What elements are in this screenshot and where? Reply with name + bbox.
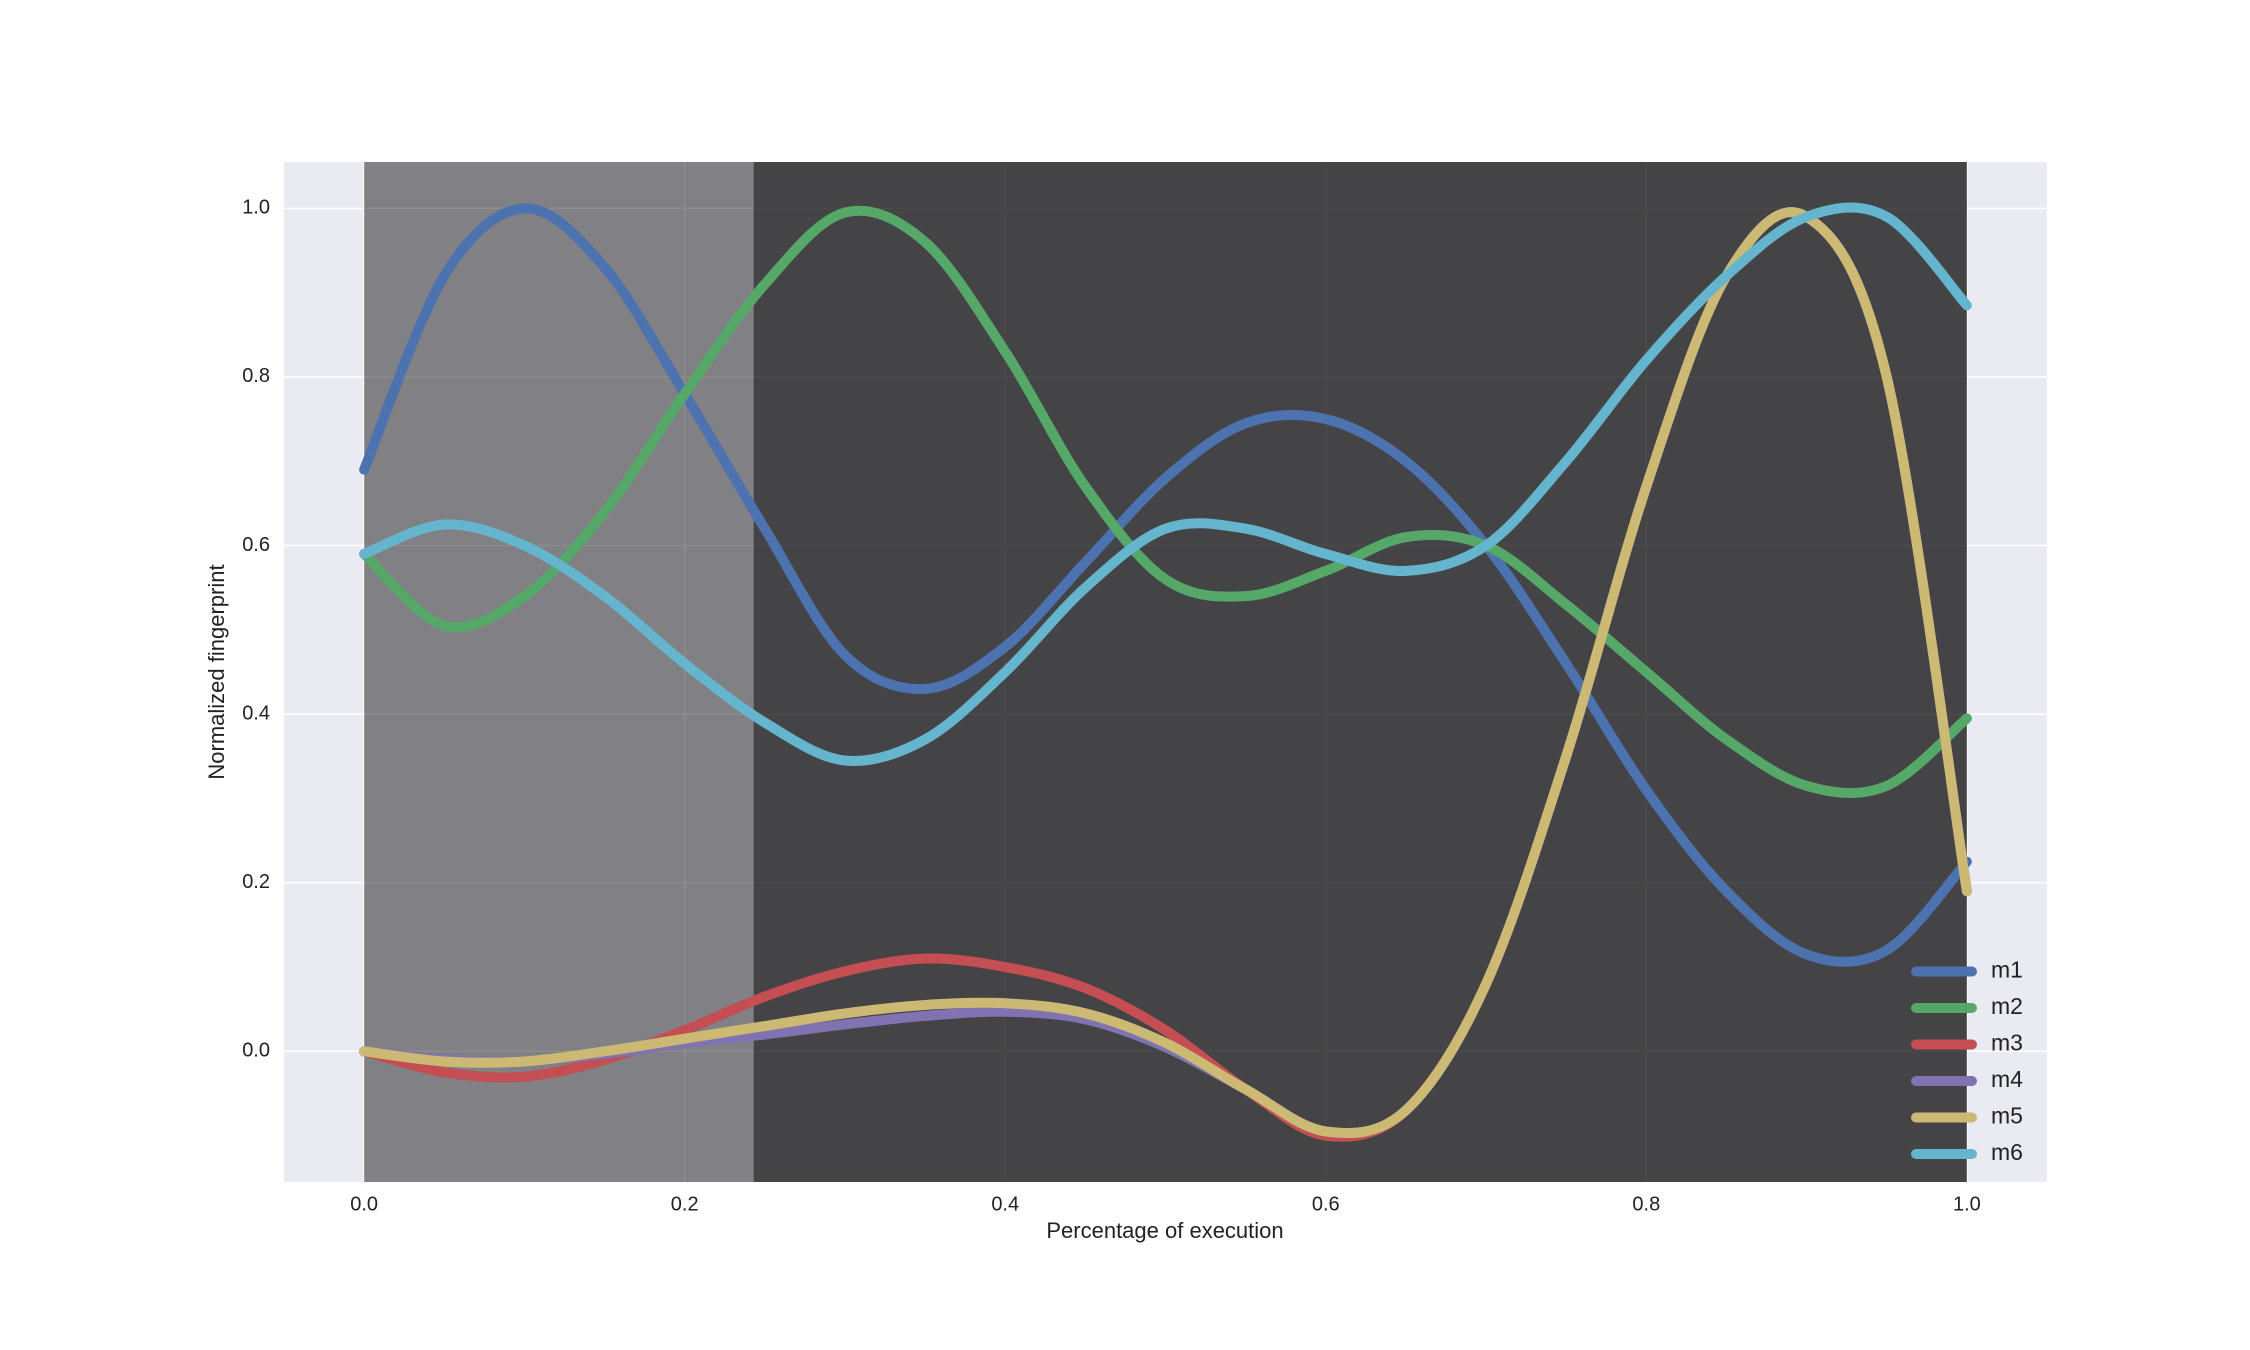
series-line <box>359 203 1972 967</box>
y-tick-label: 0.0 <box>242 1040 270 1062</box>
legend-label: m6 <box>1991 1139 2023 1165</box>
x-tick-label: 1.0 <box>1953 1193 1981 1215</box>
legend-label: m4 <box>1991 1066 2023 1092</box>
y-tick-label: 0.6 <box>242 534 270 556</box>
y-axis-label: Normalized fingerprint <box>204 564 229 779</box>
x-tick-label: 0.0 <box>350 1193 378 1215</box>
legend-label: m2 <box>1991 993 2023 1019</box>
series-line <box>359 205 1972 798</box>
y-tick-label: 0.4 <box>242 702 270 724</box>
series-line <box>359 207 1972 1139</box>
x-tick-label: 0.4 <box>991 1193 1019 1215</box>
x-axis-label: Percentage of execution <box>1046 1218 1283 1243</box>
legend-label: m1 <box>1991 957 2023 983</box>
y-tick-label: 0.8 <box>242 365 270 387</box>
shaded-span <box>753 162 1967 1182</box>
y-tick-label: 1.0 <box>242 197 270 219</box>
x-tick-label: 0.8 <box>1632 1193 1660 1215</box>
y-tick-label: 0.2 <box>242 871 270 893</box>
legend-label: m5 <box>1991 1103 2023 1129</box>
x-tick-label: 0.6 <box>1312 1193 1340 1215</box>
legend-label: m3 <box>1991 1030 2023 1056</box>
series-line <box>359 202 1972 767</box>
x-tick-label: 0.2 <box>671 1193 699 1215</box>
